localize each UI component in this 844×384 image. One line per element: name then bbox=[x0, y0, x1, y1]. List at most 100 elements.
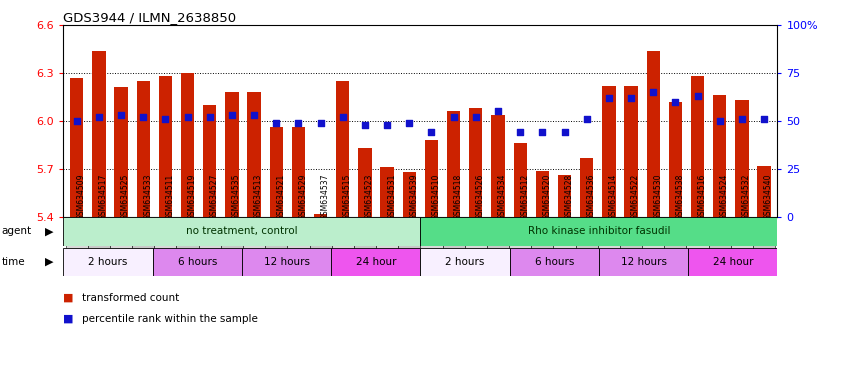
Text: GSM634526: GSM634526 bbox=[475, 173, 484, 220]
Point bbox=[690, 93, 704, 99]
Point bbox=[513, 129, 527, 136]
Point bbox=[557, 129, 571, 136]
Bar bbox=[690, 76, 703, 217]
Bar bbox=[269, 127, 283, 217]
Bar bbox=[243, 217, 265, 269]
Bar bbox=[468, 108, 482, 217]
Bar bbox=[331, 248, 420, 276]
Bar bbox=[309, 217, 332, 269]
Text: 2 hours: 2 hours bbox=[89, 257, 127, 267]
Text: GSM634533: GSM634533 bbox=[143, 173, 152, 220]
Bar bbox=[420, 248, 509, 276]
Text: no treatment, control: no treatment, control bbox=[186, 226, 297, 237]
Text: time: time bbox=[2, 257, 25, 267]
Bar bbox=[752, 217, 774, 269]
Bar bbox=[420, 217, 442, 269]
Bar bbox=[154, 217, 176, 269]
Bar bbox=[508, 217, 531, 269]
Bar bbox=[203, 105, 216, 217]
Bar bbox=[110, 217, 132, 269]
Point bbox=[756, 116, 770, 122]
Point bbox=[114, 112, 127, 118]
Bar bbox=[153, 248, 241, 276]
Text: agent: agent bbox=[2, 226, 32, 237]
Text: GSM634512: GSM634512 bbox=[520, 173, 528, 220]
Text: GSM634519: GSM634519 bbox=[187, 173, 197, 220]
Text: 24 hour: 24 hour bbox=[355, 257, 396, 267]
Text: GSM634524: GSM634524 bbox=[719, 173, 728, 220]
Bar bbox=[376, 217, 398, 269]
Text: GSM634517: GSM634517 bbox=[99, 173, 108, 220]
Bar bbox=[132, 217, 154, 269]
Bar bbox=[598, 248, 687, 276]
Text: GSM634534: GSM634534 bbox=[497, 173, 506, 220]
Text: ■: ■ bbox=[63, 314, 73, 324]
Bar bbox=[287, 217, 309, 269]
Text: GSM634539: GSM634539 bbox=[408, 173, 418, 220]
Text: 12 hours: 12 hours bbox=[619, 257, 666, 267]
Bar bbox=[403, 172, 415, 217]
Text: 2 hours: 2 hours bbox=[445, 257, 484, 267]
Text: GSM634516: GSM634516 bbox=[697, 173, 706, 220]
Point bbox=[291, 120, 305, 126]
Bar bbox=[557, 175, 571, 217]
Text: GSM634531: GSM634531 bbox=[387, 173, 396, 220]
Text: ▶: ▶ bbox=[45, 257, 53, 267]
Bar bbox=[553, 217, 575, 269]
Bar bbox=[535, 170, 549, 217]
Text: GSM634527: GSM634527 bbox=[209, 173, 219, 220]
Text: GSM634522: GSM634522 bbox=[630, 173, 639, 220]
Point bbox=[535, 129, 549, 136]
Bar bbox=[730, 217, 752, 269]
Bar bbox=[398, 217, 420, 269]
Text: GSM634532: GSM634532 bbox=[741, 173, 750, 220]
Bar bbox=[687, 248, 776, 276]
Text: GSM634537: GSM634537 bbox=[320, 173, 329, 220]
Bar bbox=[241, 248, 331, 276]
Bar bbox=[509, 248, 598, 276]
Point bbox=[380, 122, 393, 128]
Text: Rho kinase inhibitor fasudil: Rho kinase inhibitor fasudil bbox=[527, 226, 669, 237]
Bar bbox=[225, 92, 238, 217]
Point bbox=[490, 108, 504, 114]
Text: GDS3944 / ILMN_2638850: GDS3944 / ILMN_2638850 bbox=[63, 12, 236, 25]
Bar bbox=[70, 78, 84, 217]
Text: GSM634535: GSM634535 bbox=[231, 173, 241, 220]
Point bbox=[203, 114, 216, 120]
Bar bbox=[756, 166, 770, 217]
Point bbox=[225, 112, 238, 118]
Bar bbox=[332, 217, 354, 269]
Text: 24 hour: 24 hour bbox=[711, 257, 752, 267]
Bar bbox=[446, 111, 460, 217]
Bar bbox=[490, 114, 504, 217]
Bar bbox=[358, 148, 371, 217]
Bar bbox=[247, 92, 261, 217]
Bar bbox=[176, 217, 198, 269]
Bar bbox=[624, 86, 637, 217]
Bar bbox=[181, 73, 194, 217]
Text: 6 hours: 6 hours bbox=[534, 257, 573, 267]
Point bbox=[313, 120, 327, 126]
Bar bbox=[486, 217, 508, 269]
Bar bbox=[708, 217, 730, 269]
Text: GSM634538: GSM634538 bbox=[674, 173, 684, 220]
Bar bbox=[597, 217, 619, 269]
Point bbox=[247, 112, 261, 118]
Bar bbox=[291, 127, 305, 217]
Text: GSM634521: GSM634521 bbox=[276, 173, 285, 220]
Text: GSM634529: GSM634529 bbox=[298, 173, 307, 220]
Point bbox=[646, 89, 659, 95]
Bar bbox=[220, 217, 243, 269]
Point bbox=[425, 129, 438, 136]
Bar bbox=[66, 217, 88, 269]
Bar bbox=[641, 217, 663, 269]
Text: 6 hours: 6 hours bbox=[177, 257, 217, 267]
Text: GSM634536: GSM634536 bbox=[586, 173, 595, 220]
Bar bbox=[198, 217, 220, 269]
Point bbox=[579, 116, 592, 122]
Text: GSM634510: GSM634510 bbox=[431, 173, 440, 220]
Point bbox=[712, 118, 726, 124]
Point bbox=[269, 120, 283, 126]
Text: GSM634523: GSM634523 bbox=[365, 173, 374, 220]
Text: 12 hours: 12 hours bbox=[263, 257, 309, 267]
